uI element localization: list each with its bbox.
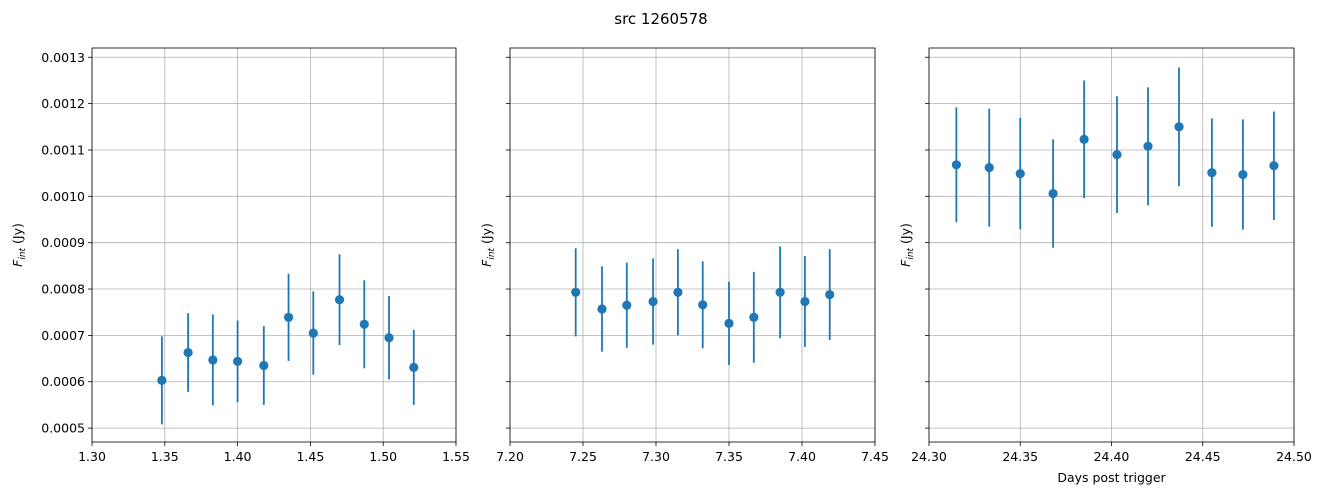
x-tick-label: 7.45	[861, 449, 889, 464]
data-point	[951, 160, 961, 170]
data-point	[749, 312, 759, 322]
x-tick-label: 7.35	[715, 449, 743, 464]
x-tick-label: 1.30	[78, 449, 106, 464]
data-point	[1048, 188, 1058, 199]
data-point	[1269, 161, 1279, 171]
data-point	[1174, 122, 1184, 132]
y-tick-label: 0.0005	[41, 421, 85, 436]
data-point	[1015, 169, 1025, 179]
data-point	[775, 287, 785, 297]
y-tick-label: 0.0007	[41, 328, 85, 343]
data-point	[259, 360, 269, 371]
y-tick-label: 0.0011	[41, 142, 85, 157]
y-tick-label: 0.0006	[41, 374, 85, 389]
panel-3: 24.30 24.35 24.40 24.45 24.50 Fint (Jy) Days p…	[898, 47, 1312, 485]
x-tick-label: 1.35	[151, 449, 179, 464]
data-point	[183, 347, 193, 358]
data-point	[409, 362, 419, 372]
y-tick-label: 0.0008	[41, 282, 85, 297]
y-tick-label: 0.0009	[41, 235, 85, 250]
x-tick-label: 24.45	[1185, 449, 1221, 464]
axes-frame	[91, 47, 457, 443]
data-point	[308, 328, 318, 338]
data-point	[800, 296, 810, 307]
data-point	[157, 375, 167, 385]
data-point	[1238, 169, 1248, 180]
figure-title: src 1260578	[614, 10, 707, 28]
data-point	[283, 312, 294, 322]
data-point	[648, 296, 658, 307]
data-point	[1143, 141, 1153, 151]
data-point	[622, 300, 632, 310]
data-point	[571, 287, 581, 297]
y-axis-label: Fint (Jy)	[898, 223, 916, 267]
x-tick-label: 7.25	[569, 449, 597, 464]
data-point	[825, 289, 835, 300]
data-point	[208, 355, 218, 365]
data-point	[1112, 150, 1122, 160]
panel-2: 7.20 7.25 7.30 7.35 7.40 7.45 Fint (Jy)	[479, 47, 889, 464]
data-point	[384, 333, 394, 343]
data-point	[698, 300, 708, 310]
x-tick-label: 24.35	[1002, 449, 1038, 464]
data-point	[673, 287, 683, 297]
y-tick-label: 0.0012	[41, 96, 85, 111]
x-tick-label: 7.20	[496, 449, 524, 464]
data-point	[233, 356, 243, 366]
x-tick-label: 7.30	[642, 449, 670, 464]
data-point	[1207, 168, 1217, 178]
x-tick-label: 1.40	[224, 449, 252, 464]
y-axis-label: Fint (Jy)	[10, 223, 28, 267]
data-point	[984, 162, 994, 173]
data-point	[359, 319, 369, 329]
data-point	[334, 295, 345, 305]
y-tick-label: 0.0013	[41, 50, 85, 65]
x-tick-label: 24.50	[1276, 449, 1312, 464]
y-tick-label: 0.0010	[41, 189, 85, 204]
x-tick-label: 24.40	[1094, 449, 1130, 464]
x-tick-label: 1.45	[296, 449, 324, 464]
axes-frame	[509, 47, 876, 443]
data-point	[724, 318, 734, 328]
data-point	[1079, 134, 1089, 144]
data-point	[597, 304, 607, 314]
y-axis-label: Fint (Jy)	[479, 223, 497, 267]
x-axis-label: Days post trigger	[1057, 470, 1166, 485]
x-tick-label: 24.30	[911, 449, 947, 464]
x-tick-label: 1.55	[442, 449, 470, 464]
x-tick-label: 1.50	[369, 449, 397, 464]
panel-1: 1.30 1.35 1.40 1.45 1.50 1.55 0.0005 0.0006 0.00…	[10, 47, 470, 464]
x-tick-label: 7.40	[788, 449, 816, 464]
